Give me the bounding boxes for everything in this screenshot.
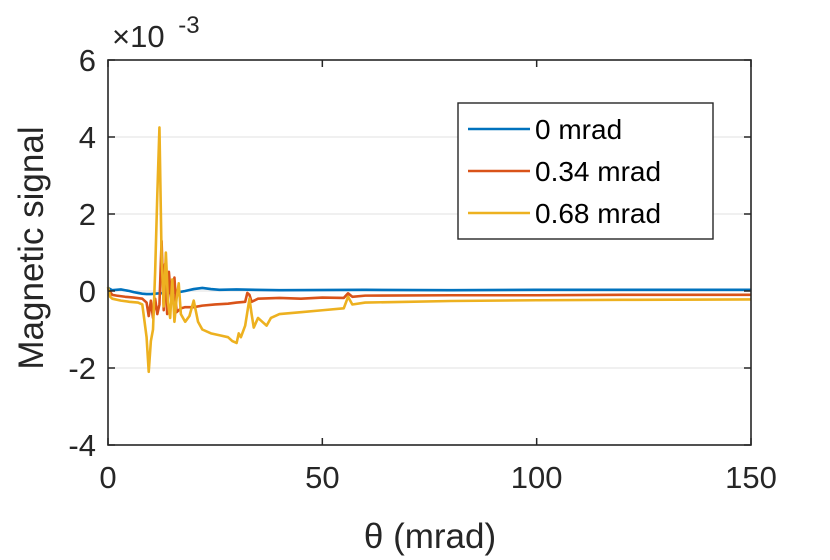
legend-label: 0.68 mrad <box>535 198 661 229</box>
x-tick-label: 50 <box>305 460 339 495</box>
y-multiplier-label: ×10 -3 <box>112 12 200 54</box>
x-tick-label: 100 <box>511 460 563 495</box>
y-tick-label: 2 <box>79 197 96 232</box>
series-line-3 <box>106 126 752 374</box>
y-tick-label: -4 <box>68 428 96 463</box>
y-tick-label: -2 <box>68 351 96 386</box>
y-multiplier-base: ×10 <box>112 19 165 54</box>
y-multiplier-exponent: -3 <box>178 12 199 39</box>
series-line-2 <box>106 239 751 320</box>
plot-frame <box>107 59 752 446</box>
x-tick-label: 150 <box>725 460 777 495</box>
y-tick-label: 6 <box>79 43 96 78</box>
tick-labels: -4 -2 0 2 4 6 0 50 100 150 <box>68 43 776 495</box>
y-tick-label: 0 <box>79 274 96 309</box>
axis-ticks <box>107 59 752 446</box>
legend-label: 0.34 mrad <box>535 156 661 187</box>
legend-label: 0 mrad <box>535 114 622 145</box>
y-tick-label: 4 <box>79 120 96 155</box>
y-axis-label: Magnetic signal <box>12 126 51 369</box>
legend: 0 mrad 0.34 mrad 0.68 mrad <box>457 102 714 240</box>
x-axis-label: θ (mrad) <box>364 517 496 556</box>
series-lines <box>106 126 752 374</box>
x-tick-label: 0 <box>99 460 116 495</box>
